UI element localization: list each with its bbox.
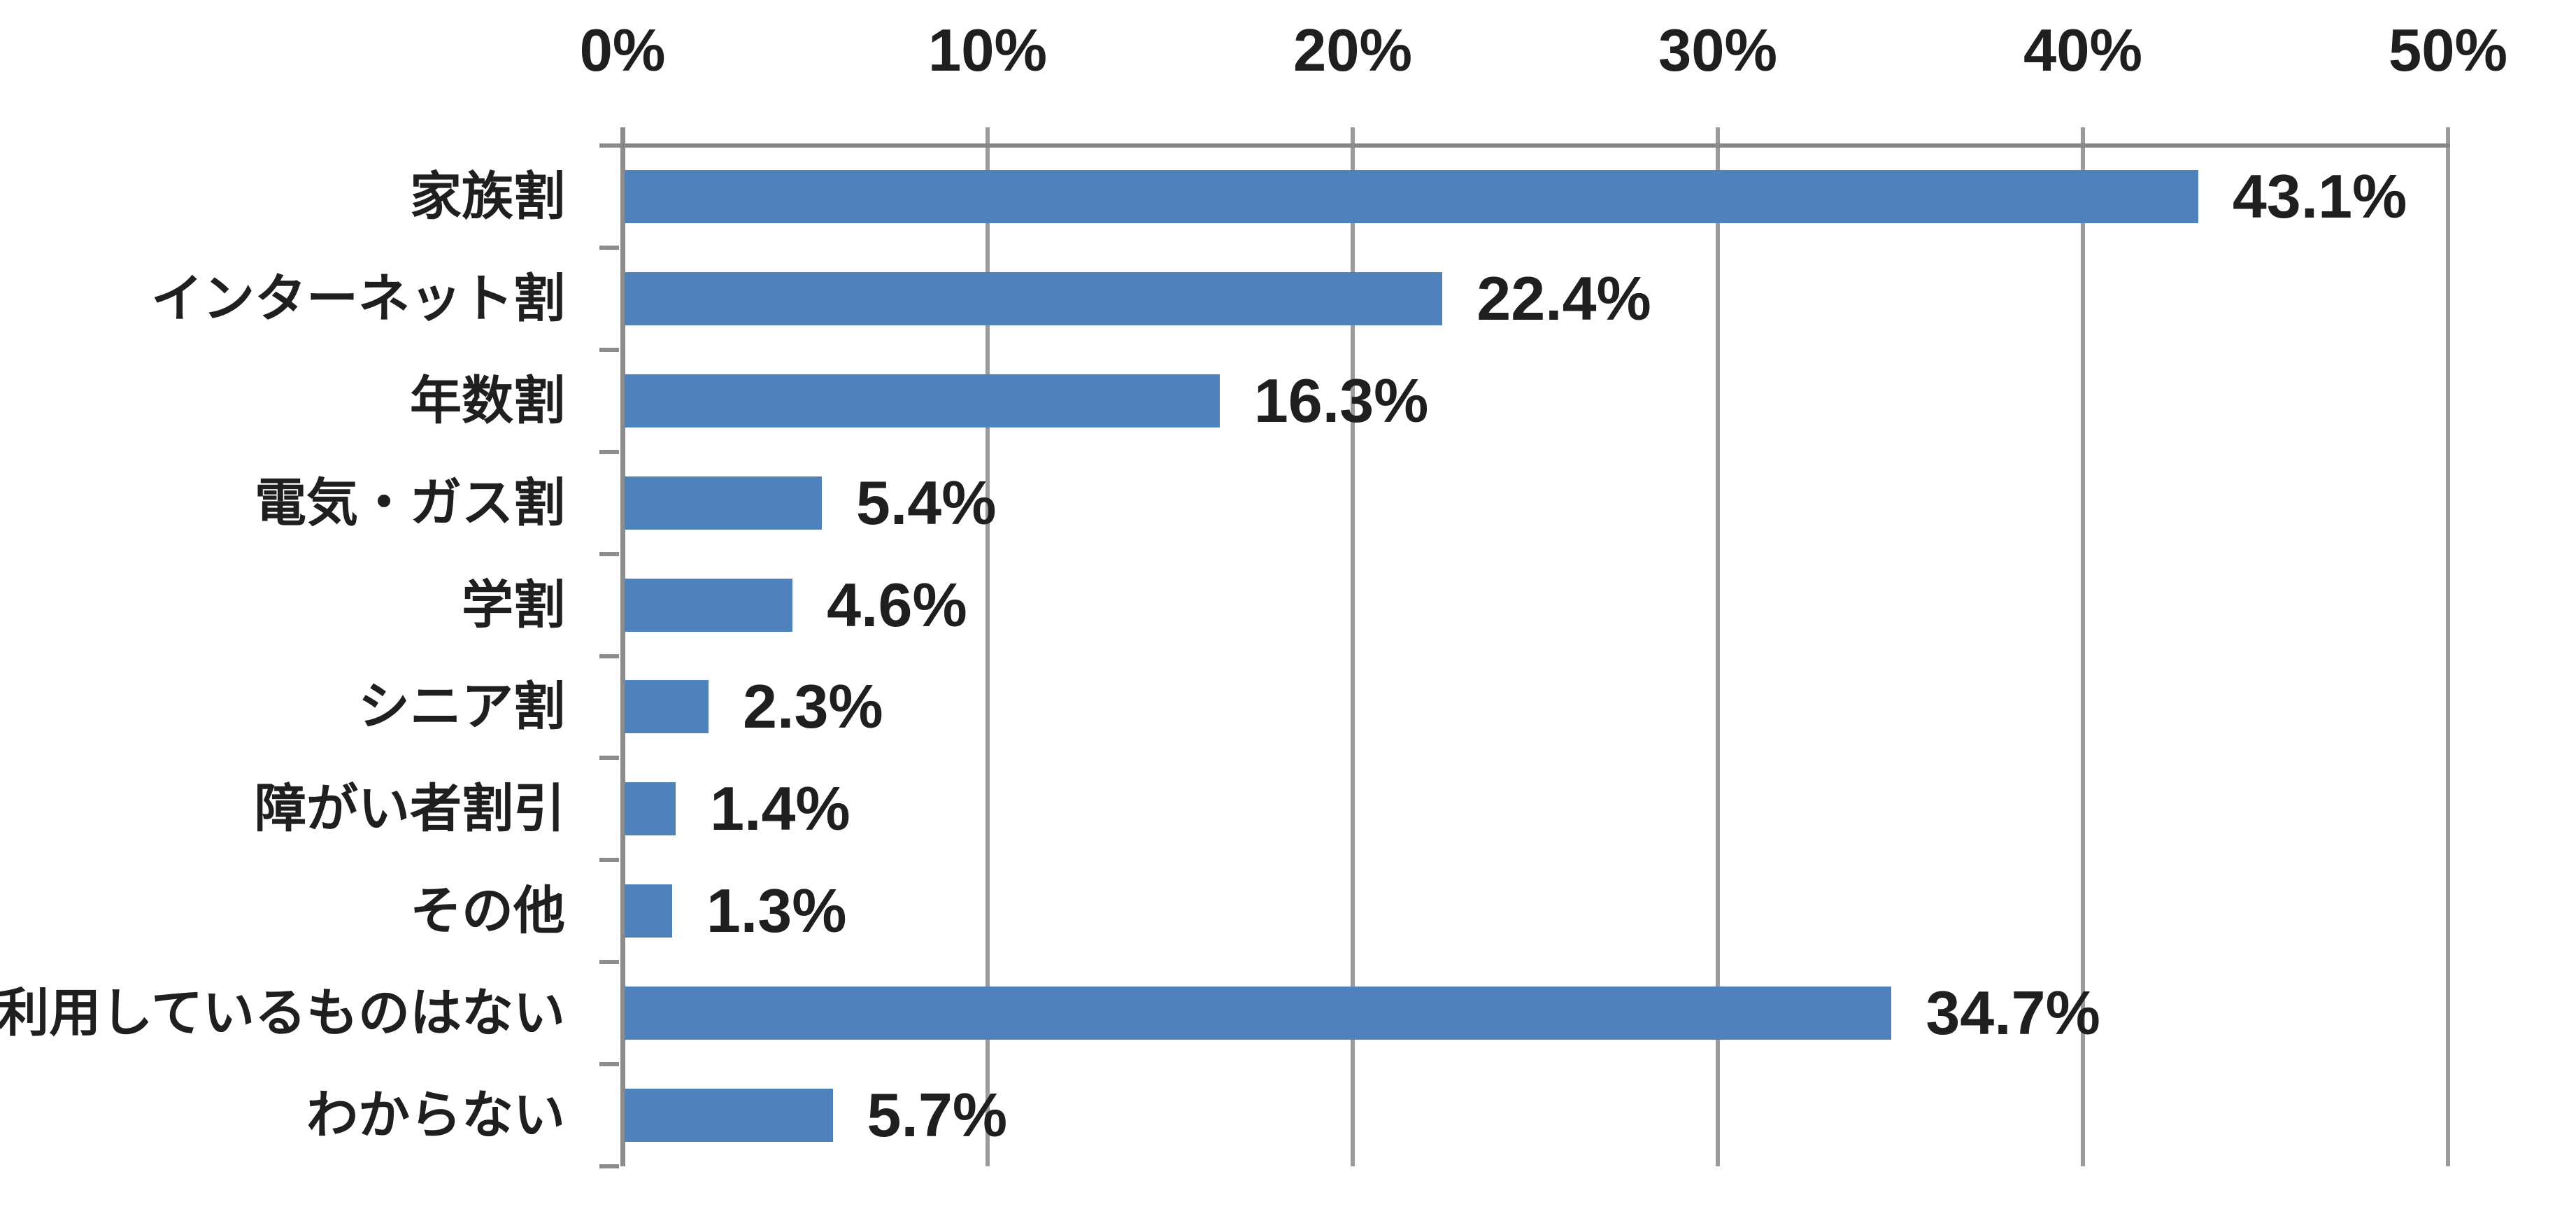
- category-label: シニア割: [358, 677, 565, 736]
- plot-top-border: [599, 143, 2450, 148]
- x-gridline: [1351, 127, 1355, 1166]
- category-label: 電気・ガス割: [255, 473, 565, 532]
- y-axis-line: [620, 127, 625, 1166]
- value-label: 43.1%: [2232, 161, 2407, 231]
- y-axis-tick: [599, 245, 619, 250]
- value-label: 2.3%: [743, 672, 883, 742]
- category-label: その他: [410, 882, 565, 940]
- y-axis-tick: [599, 653, 619, 658]
- x-axis-tick-label: 10%: [927, 17, 1048, 84]
- y-axis-tick: [599, 143, 619, 148]
- y-axis-tick: [599, 960, 619, 965]
- x-axis-tick-label: 0%: [579, 17, 666, 84]
- x-axis-tick-label: 40%: [2023, 17, 2143, 84]
- category-label: 利用しているものはない: [0, 984, 565, 1042]
- x-gridline: [2081, 127, 2085, 1166]
- y-axis-tick: [599, 551, 619, 556]
- category-label: 年数割: [410, 371, 565, 430]
- bar: [625, 169, 2198, 223]
- category-label: わからない: [306, 1086, 565, 1145]
- y-axis-tick: [599, 347, 619, 352]
- bar: [625, 782, 676, 836]
- value-label: 34.7%: [1926, 978, 2100, 1048]
- y-axis-tick: [599, 756, 619, 761]
- y-axis-tick: [599, 1164, 619, 1168]
- y-axis-tick: [599, 1062, 619, 1067]
- value-label: 4.6%: [827, 570, 967, 639]
- value-label: 1.4%: [710, 774, 851, 844]
- bar: [625, 271, 1443, 325]
- y-axis-tick: [599, 858, 619, 863]
- bar: [625, 578, 793, 632]
- x-gridline: [2446, 127, 2450, 1166]
- x-gridline: [1716, 127, 1720, 1166]
- value-label: 1.3%: [706, 876, 847, 946]
- value-label: 22.4%: [1476, 263, 1651, 333]
- bar: [625, 884, 672, 938]
- value-label: 16.3%: [1253, 365, 1429, 435]
- x-axis-tick-label: 50%: [2388, 17, 2508, 84]
- x-gridline: [985, 127, 990, 1166]
- value-label: 5.7%: [867, 1080, 1008, 1150]
- value-label: 5.4%: [855, 467, 997, 537]
- bar: [625, 476, 822, 530]
- category-label: 学割: [462, 575, 565, 634]
- category-label: 家族割: [410, 167, 565, 225]
- bar: [625, 1089, 833, 1143]
- category-label: インターネット割: [151, 269, 565, 327]
- x-axis-tick-label: 30%: [1658, 17, 1778, 84]
- bar: [625, 987, 1892, 1040]
- y-axis-tick: [599, 449, 619, 454]
- x-axis-tick-label: 20%: [1293, 17, 1413, 84]
- bar: [625, 680, 709, 734]
- bar: [625, 374, 1220, 427]
- category-label: 障がい者割引: [255, 779, 565, 838]
